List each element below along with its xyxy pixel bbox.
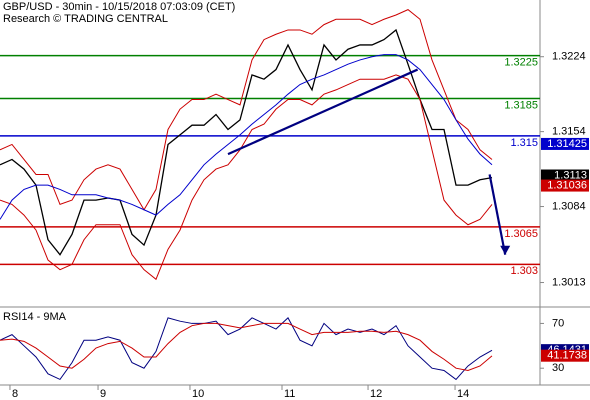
level-label: 1.3225	[504, 57, 538, 69]
price-marker-label: 1.31425	[547, 138, 587, 150]
level-label: 1.315	[510, 137, 538, 149]
series-line	[0, 28, 493, 256]
y-tick-label: 1.3224	[552, 51, 586, 63]
price-marker-label: 1.3113	[554, 169, 587, 181]
y-tick-label: 1.3084	[552, 200, 586, 212]
level-label: 1.3185	[504, 99, 538, 111]
x-tick-label: 9	[100, 388, 106, 400]
x-tick-label: 12	[370, 388, 382, 400]
y-tick-label: 70	[552, 317, 564, 329]
series-line	[0, 54, 493, 220]
price-marker-label: 41.1738	[547, 350, 587, 362]
price-marker	[541, 137, 589, 150]
panel-title: RSI14 - 9MA	[3, 311, 67, 323]
series-line	[0, 317, 493, 381]
price-marker	[541, 349, 589, 362]
series-line	[0, 322, 493, 371]
price-marker	[541, 169, 589, 182]
level-label: 1.303	[510, 265, 538, 277]
price-marker-label: 1.31036	[547, 179, 587, 191]
y-tick-label: 1.3013	[552, 276, 586, 288]
chart-title: GBP/USD - 30min - 10/15/2018 07:03:09 (C…	[3, 1, 235, 13]
x-tick-label: 14	[457, 388, 469, 400]
y-tick-label: 30	[552, 362, 564, 374]
y-tick-label: 1.3154	[552, 126, 586, 138]
x-tick-label: 11	[284, 388, 295, 400]
trendline	[488, 174, 507, 255]
chart-subtitle: Research © TRADING CENTRAL	[3, 13, 168, 25]
series-line	[0, 9, 493, 211]
price-marker	[541, 179, 589, 192]
x-tick-label: 8	[12, 388, 18, 400]
arrow-head	[500, 245, 511, 255]
trendline	[227, 68, 419, 156]
x-tick-label: 10	[192, 388, 204, 400]
level-label: 1.3065	[504, 228, 538, 240]
series-line	[0, 74, 493, 281]
